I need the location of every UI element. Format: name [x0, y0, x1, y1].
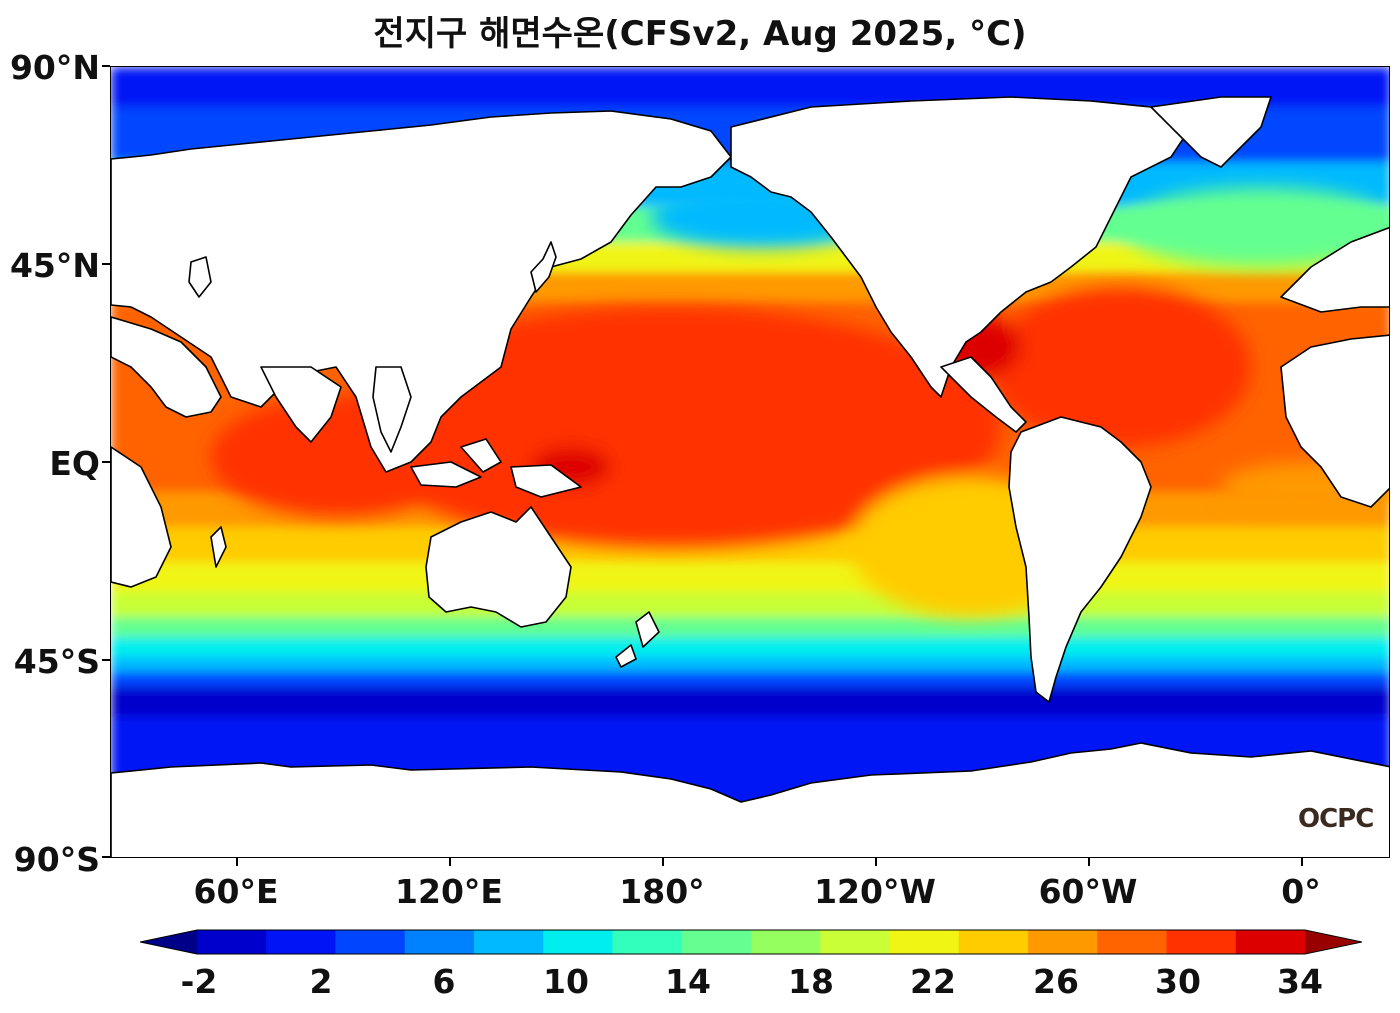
- lat-label-45s: 45°S: [13, 642, 100, 681]
- colorbar-swatch: [820, 930, 890, 954]
- colorbar-swatch: [335, 930, 406, 954]
- lon-tick: [449, 858, 451, 866]
- colorbar-tick-label: 26: [1033, 962, 1079, 1001]
- colorbar-extend-high: [1305, 930, 1362, 954]
- lat-label-eq: EQ: [49, 444, 100, 483]
- lon-label-0: 0°: [1281, 872, 1321, 911]
- lon-tick: [236, 858, 238, 866]
- colorbar-swatch: [1028, 930, 1098, 954]
- lat-label-90s: 90°S: [13, 840, 100, 879]
- colorbar-swatch: [1097, 930, 1167, 954]
- lon-tick: [662, 858, 664, 866]
- lon-tick: [1301, 858, 1303, 866]
- lat-tick: [102, 65, 110, 67]
- colorbar-swatch: [404, 930, 475, 954]
- colorbar-outline: [140, 929, 1362, 955]
- lon-tick: [1088, 858, 1090, 866]
- lon-tick: [875, 858, 877, 866]
- colorbar-swatch: [1166, 930, 1237, 954]
- colorbar-tick-label: 14: [665, 962, 711, 1001]
- colorbar-extend-low: [140, 930, 197, 954]
- lat-label-45n: 45°N: [9, 246, 100, 285]
- colorbar-tick-label: 2: [309, 962, 333, 1001]
- sst-field: [111, 67, 1389, 857]
- lat-tick: [102, 461, 110, 463]
- lat-tick: [102, 856, 110, 858]
- colorbar-tick-label: 34: [1277, 962, 1323, 1001]
- colorbar-swatch: [197, 930, 267, 954]
- colorbar-swatch: [751, 930, 821, 954]
- lon-label-180: 180°: [619, 872, 705, 911]
- colorbar-tick-label: 30: [1155, 962, 1201, 1001]
- colorbar-swatch: [889, 930, 960, 954]
- lat-label-90n: 90°N: [9, 48, 100, 87]
- map-title: 전지구 해면수온(CFSv2, Aug 2025, °C): [373, 14, 1027, 54]
- colorbar-swatch: [543, 930, 613, 954]
- colorbar-tick-label: -2: [180, 962, 218, 1001]
- colorbar-swatch: [474, 930, 544, 954]
- lon-label-120e: 120°E: [395, 872, 503, 911]
- lon-label-120w: 120°W: [814, 872, 936, 911]
- colorbar-swatch: [958, 930, 1029, 954]
- lon-label-60w: 60°W: [1038, 872, 1138, 911]
- colorbar-tick-label: 10: [543, 962, 589, 1001]
- lon-label-60e: 60°E: [193, 872, 279, 911]
- colorbar-tick-label: 22: [910, 962, 956, 1001]
- colorbar-swatch: [1235, 930, 1306, 954]
- colorbar-swatch: [612, 930, 683, 954]
- sst-map: [110, 66, 1390, 858]
- colorbar: [140, 929, 1362, 955]
- lat-tick: [102, 263, 110, 265]
- colorbar-swatch: [681, 930, 752, 954]
- lat-tick: [102, 659, 110, 661]
- colorbar-tick-label: 6: [432, 962, 456, 1001]
- colorbar-swatch: [266, 930, 336, 954]
- ocpc-logo: OCPC: [1298, 804, 1374, 834]
- colorbar-tick-label: 18: [788, 962, 834, 1001]
